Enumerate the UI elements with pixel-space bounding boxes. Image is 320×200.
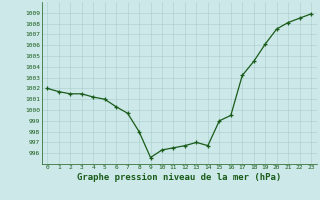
X-axis label: Graphe pression niveau de la mer (hPa): Graphe pression niveau de la mer (hPa): [77, 173, 281, 182]
